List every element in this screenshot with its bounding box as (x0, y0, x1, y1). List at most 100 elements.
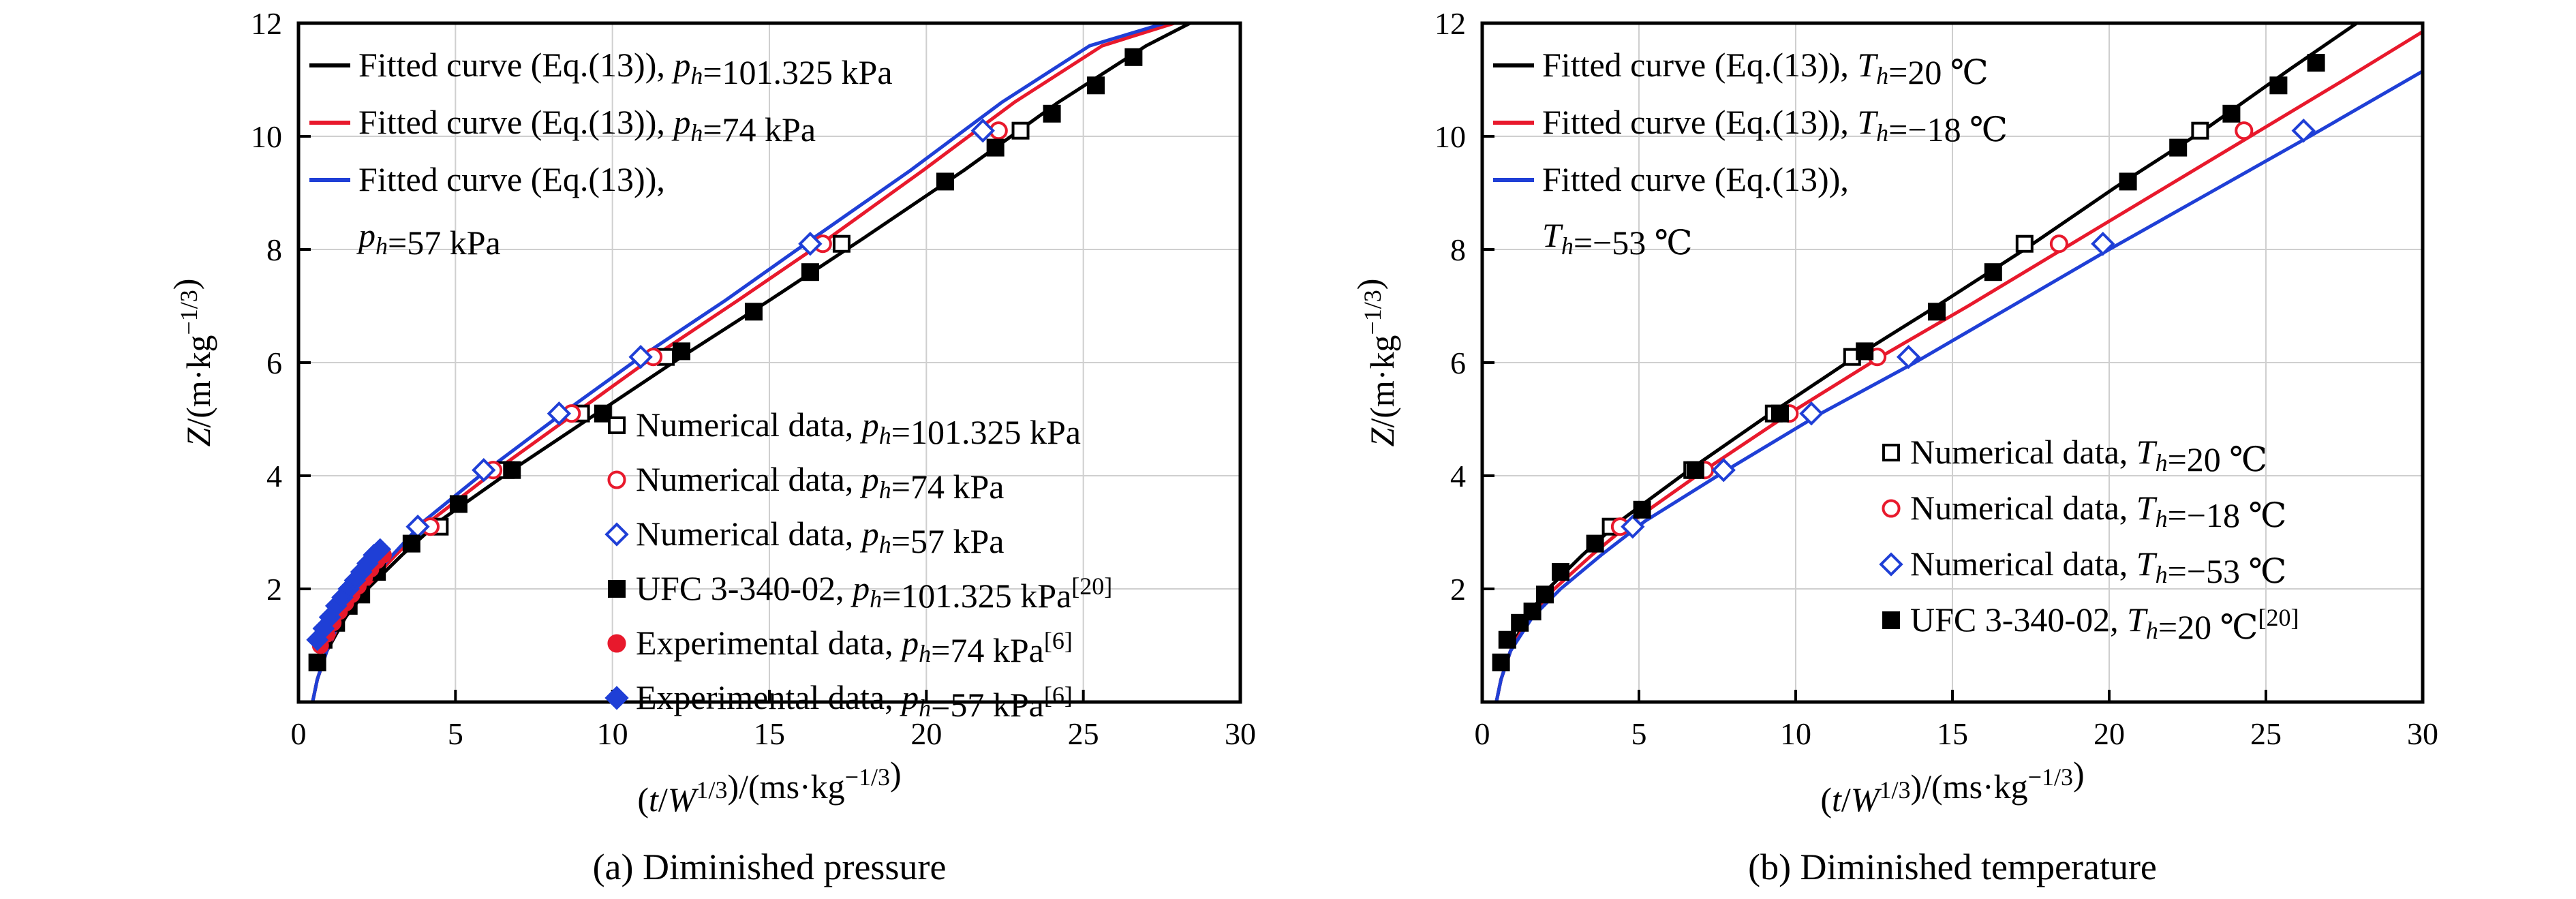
data-point (2015, 234, 2034, 253)
legend-item: Numerical data, ph=101.325 kPa (608, 406, 1081, 451)
x-axis-title: (t/W1/3)/(ms·kg−1/3) (637, 755, 901, 819)
x-tick-label: 0 (291, 716, 307, 751)
legend-item: UFC 3-340-02, Th=20 ℃[20] (1882, 600, 2299, 646)
plot-area (1492, 23, 2423, 702)
legend-item: Fitted curve (Eq.(13)), Th=−53 ℃ (1493, 160, 1849, 262)
x-tick-label: 20 (2094, 716, 2125, 751)
grid (298, 23, 1240, 702)
data-point (832, 234, 850, 253)
data-point (1856, 342, 1874, 361)
legend-marker-swatch (1882, 444, 1900, 461)
data-point (936, 172, 954, 191)
data-point (547, 401, 572, 426)
data-point (1771, 404, 1789, 423)
data-point (402, 534, 420, 553)
x-tick-label: 20 (910, 716, 942, 751)
legend-label: Experimental data, ph=57 kPa[6] (636, 678, 1073, 724)
data-point (1011, 121, 1030, 140)
data-point (1124, 48, 1143, 66)
legend-label: Fitted curve (Eq.(13)), (1542, 160, 1849, 198)
data-point (2091, 232, 2115, 256)
legend-label: Fitted curve (Eq.(13)), ph=101.325 kPa (358, 46, 893, 91)
marker-series (405, 119, 995, 539)
data-point (449, 495, 467, 513)
legend-marker-swatch (604, 686, 629, 710)
y-tick-label: 4 (266, 459, 282, 493)
data-point (1552, 563, 1569, 581)
series-layer (306, 23, 1192, 702)
legend-item: Numerical data, ph=74 kPa (607, 460, 1005, 506)
y-tick-label: 6 (266, 346, 282, 380)
data-point (986, 138, 1005, 157)
legend-label: Fitted curve (Eq.(13)), Th=20 ℃ (1542, 46, 1989, 91)
x-tick-label: 30 (2407, 716, 2438, 751)
legend-label: Numerical data, Th=20 ℃ (1910, 433, 2267, 478)
data-point (2235, 121, 2254, 140)
x-tick-label: 15 (754, 716, 785, 751)
x-tick-label: 25 (2250, 716, 2282, 751)
data-point (369, 538, 392, 561)
legend-marker-swatch (1882, 611, 1900, 629)
y-axis-title: Z/(m·kg−1/3) (166, 279, 217, 447)
data-point (2169, 138, 2188, 157)
y-tick-label: 2 (266, 572, 282, 607)
data-point (2191, 121, 2209, 140)
data-point (503, 461, 521, 479)
data-point (628, 345, 653, 369)
y-tick-label: 6 (1450, 346, 1466, 380)
data-point (308, 653, 326, 671)
data-point (1043, 104, 1061, 123)
data-point (472, 458, 496, 483)
legend-label: Experimental data, ph=74 kPa[6] (636, 624, 1073, 669)
y-tick-label: 12 (1435, 6, 1466, 41)
data-point (1799, 401, 1824, 426)
legend-item: Fitted curve (Eq.(13)), ph=101.325 kPa (309, 46, 893, 91)
legend-label: Numerical data, Th=−53 ℃ (1910, 545, 2286, 590)
x-tick-label: 0 (1475, 716, 1490, 751)
legend-marker-swatch (607, 470, 626, 489)
legend-item: UFC 3-340-02, ph=101.325 kPa[20] (608, 569, 1112, 615)
x-tick-label: 5 (1631, 716, 1647, 751)
data-point (798, 232, 823, 256)
data-point (594, 404, 612, 423)
data-point (1984, 263, 2002, 281)
legend-item: Fitted curve (Eq.(13)), ph=57 kPa (309, 160, 665, 262)
panel-caption: (a) Diminished pressure (593, 847, 947, 887)
marker-series (1621, 119, 2316, 539)
legend-label: Numerical data, ph=74 kPa (636, 460, 1005, 506)
y-tick-label: 8 (1450, 232, 1466, 267)
data-point (2291, 119, 2316, 143)
legend-label-continued: ph=57 kPa (356, 216, 501, 262)
series-layer (1492, 23, 2423, 702)
data-point (2049, 234, 2068, 254)
y-tick-label: 2 (1450, 572, 1466, 607)
axis-ticks: 0 5 10 15 20 25 30 2 4 6 8 10 12 (1435, 6, 2438, 751)
legend-marker-swatch (608, 580, 626, 598)
legend-item: Experimental data, ph=57 kPa[6] (604, 678, 1073, 724)
data-point (1536, 585, 1554, 604)
legend-item: Numerical data, ph=57 kPa (604, 515, 1005, 560)
panel-diminished-pressure: 0 5 10 15 20 25 30 2 4 6 8 10 12 Fitted curve (Eq.(1… (166, 6, 1256, 887)
legend-item: Numerical data, Th=−53 ℃ (1879, 545, 2286, 590)
legend-label: UFC 3-340-02, ph=101.325 kPa[20] (636, 569, 1112, 615)
data-point (1633, 500, 1651, 519)
panel-diminished-temperature: 0 5 10 15 20 25 30 2 4 6 8 10 12 Fitted curve (Eq.(1… (1350, 6, 2438, 887)
marker-legend: Numerical data, ph=101.325 kPa Numerical … (604, 406, 1112, 724)
legend-item: Numerical data, Th=−18 ℃ (1882, 489, 2286, 534)
y-axis-title: Z/(m·kg−1/3) (1350, 279, 1401, 447)
marker-series (1492, 54, 2325, 671)
x-tick-label: 10 (1780, 716, 1811, 751)
x-tick-label: 15 (1937, 716, 1968, 751)
data-point (2222, 104, 2241, 123)
data-point (801, 263, 819, 281)
legend-item: Fitted curve (Eq.(13)), ph=74 kPa (309, 103, 816, 149)
legend-item: Fitted curve (Eq.(13)), Th=20 ℃ (1493, 46, 1989, 91)
legend-marker-swatch (1882, 499, 1901, 518)
legend-item: Fitted curve (Eq.(13)), Th=−18 ℃ (1493, 103, 2008, 149)
fit-legend: Fitted curve (Eq.(13)), ph=101.325 kPa Fi… (309, 46, 893, 262)
y-tick-label: 8 (266, 232, 282, 267)
legend-label: Fitted curve (Eq.(13)), Th=−18 ℃ (1542, 103, 2008, 149)
x-tick-label: 5 (448, 716, 463, 751)
legend-label: Numerical data, ph=101.325 kPa (636, 406, 1081, 451)
y-tick-label: 12 (251, 6, 282, 41)
